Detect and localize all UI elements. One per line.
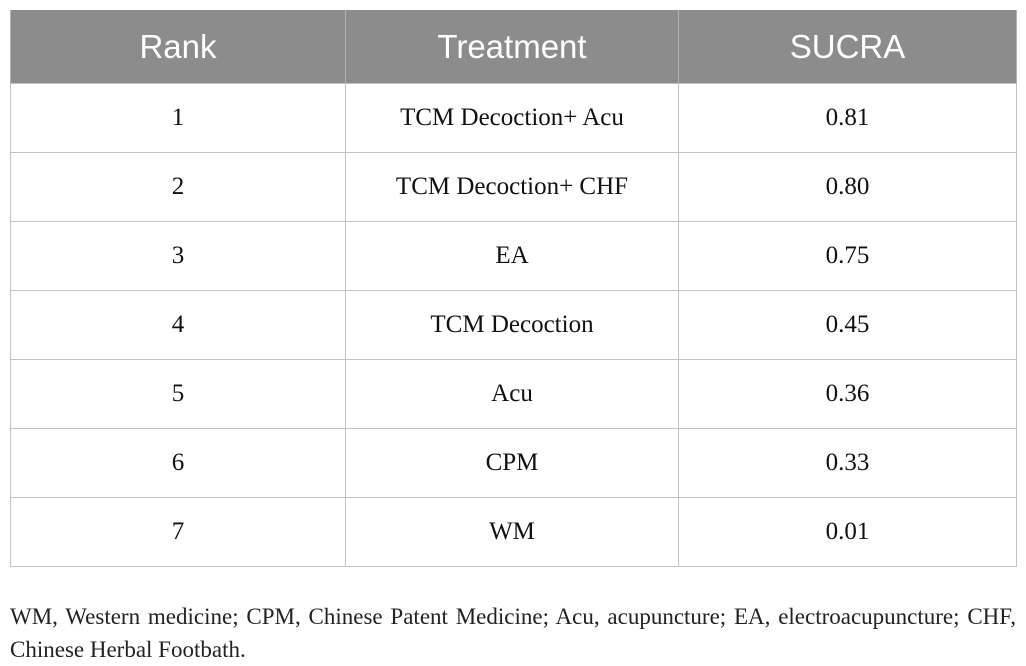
table-row: 7 WM 0.01 (10, 497, 1017, 567)
table-row: 1 TCM Decoction+ Acu 0.81 (10, 83, 1017, 153)
table-row: 3 EA 0.75 (10, 221, 1017, 291)
cell-sucra: 0.81 (678, 83, 1017, 153)
cell-sucra: 0.36 (678, 359, 1017, 429)
table-row: 4 TCM Decoction 0.45 (10, 290, 1017, 360)
cell-sucra: 0.75 (678, 221, 1017, 291)
table-body: 1 TCM Decoction+ Acu 0.81 2 TCM Decoctio… (10, 83, 1017, 567)
header-row: Rank Treatment SUCRA (10, 10, 1017, 84)
cell-treatment: TCM Decoction+ CHF (345, 152, 679, 222)
cell-rank: 7 (10, 497, 346, 567)
cell-sucra: 0.01 (678, 497, 1017, 567)
cell-treatment: EA (345, 221, 679, 291)
cell-rank: 5 (10, 359, 346, 429)
table-row: 5 Acu 0.36 (10, 359, 1017, 429)
cell-rank: 2 (10, 152, 346, 222)
cell-treatment: TCM Decoction+ Acu (345, 83, 679, 153)
cell-sucra: 0.33 (678, 428, 1017, 498)
header-treatment: Treatment (345, 10, 679, 84)
table-footnote: WM, Western medicine; CPM, Chinese Paten… (10, 604, 1016, 662)
cell-rank: 1 (10, 83, 346, 153)
cell-sucra: 0.80 (678, 152, 1017, 222)
cell-treatment: CPM (345, 428, 679, 498)
cell-treatment: WM (345, 497, 679, 567)
header-rank: Rank (10, 10, 346, 84)
cell-treatment: Acu (345, 359, 679, 429)
sucra-ranking-table: Rank Treatment SUCRA 1 TCM Decoction+ Ac… (10, 10, 1017, 567)
cell-rank: 3 (10, 221, 346, 291)
sucra-ranking-table-container: Rank Treatment SUCRA 1 TCM Decoction+ Ac… (10, 10, 1017, 567)
cell-rank: 4 (10, 290, 346, 360)
table-row: 6 CPM 0.33 (10, 428, 1017, 498)
cell-treatment: TCM Decoction (345, 290, 679, 360)
cell-rank: 6 (10, 428, 346, 498)
cell-sucra: 0.45 (678, 290, 1017, 360)
header-sucra: SUCRA (678, 10, 1017, 84)
table-header: Rank Treatment SUCRA (10, 10, 1017, 84)
table-row: 2 TCM Decoction+ CHF 0.80 (10, 152, 1017, 222)
